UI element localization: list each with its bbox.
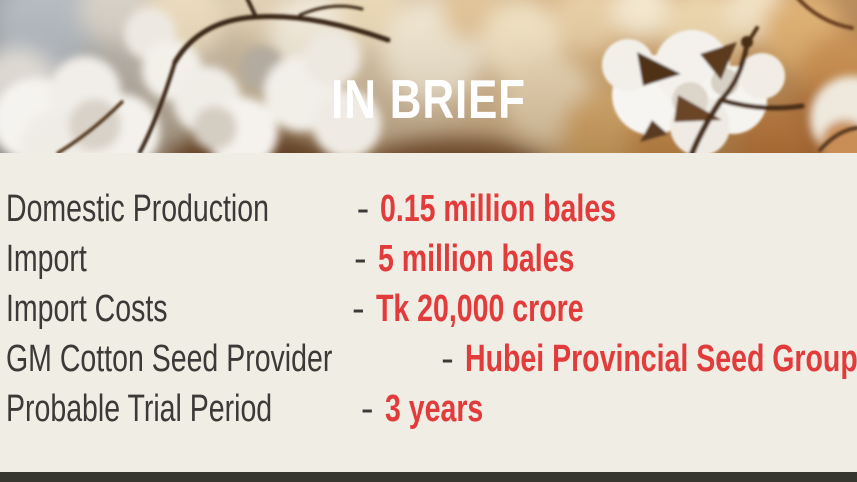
fact-value: 0.15 million bales — [380, 188, 617, 230]
fact-row: Import - 5 million bales — [6, 234, 857, 284]
fact-row: Probable Trial Period - 3 years — [6, 384, 857, 434]
fact-row: Import Costs - Tk 20,000 crore — [6, 284, 857, 334]
dash-separator: - — [441, 338, 454, 380]
fact-label: Import — [6, 238, 87, 280]
fact-row: GM Cotton Seed Provider - Hubei Provinci… — [6, 334, 857, 384]
fact-value: 5 million bales — [377, 238, 575, 280]
cotton-field-photo: IN BRIEF — [0, 0, 857, 153]
fact-value: Hubei Provincial Seed Group Co — [464, 338, 857, 380]
cotton-field-illustration — [0, 0, 857, 153]
page-title: IN BRIEF — [331, 68, 526, 130]
dash-separator: - — [356, 188, 370, 230]
dash-separator: - — [352, 288, 365, 330]
fact-value: Tk 20,000 crore — [375, 288, 584, 330]
fact-label: Domestic Production — [6, 188, 269, 230]
facts-list: Domestic Production - 0.15 million bales… — [0, 153, 857, 472]
fact-row: Domestic Production - 0.15 million bales — [6, 184, 857, 234]
fact-value: 3 years — [384, 388, 483, 430]
fact-label: GM Cotton Seed Provider — [6, 338, 333, 380]
fact-label: Import Costs — [6, 288, 168, 330]
dash-separator: - — [360, 388, 374, 430]
footer-bar — [0, 472, 857, 482]
dash-separator: - — [354, 238, 367, 280]
fact-label: Probable Trial Period — [6, 388, 273, 430]
